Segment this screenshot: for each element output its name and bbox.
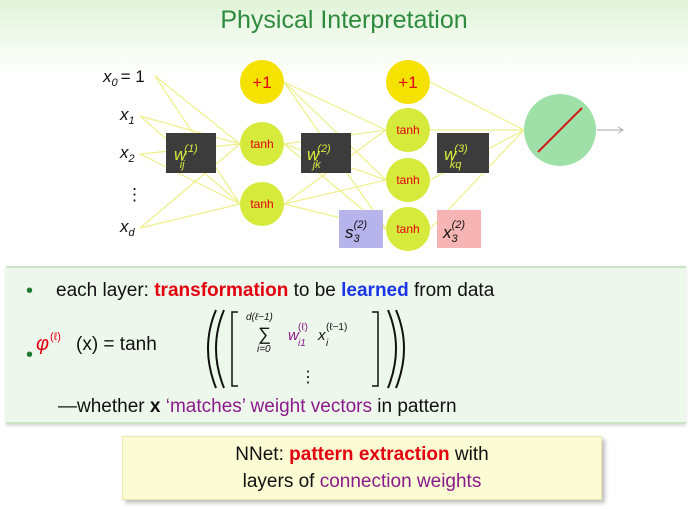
svg-text:i1: i1 bbox=[298, 338, 306, 349]
svg-text:x3(2): x3(2) bbox=[442, 219, 465, 245]
svg-text:d(ℓ−1): d(ℓ−1) bbox=[246, 312, 273, 323]
edge bbox=[139, 115, 241, 145]
input-x2: x2 bbox=[119, 143, 135, 165]
tanh-formula: φ (ℓ) (x) = tanh d(ℓ−1) ∑ i=0 w (ℓ) i1 x… bbox=[36, 309, 405, 389]
summary-line-2: layers of connection weights bbox=[242, 471, 482, 492]
output-node bbox=[524, 94, 596, 166]
weight-box-1: w(1) ij bbox=[166, 133, 216, 173]
svg-text:+1: +1 bbox=[398, 73, 417, 92]
hidden-node-1b: tanh bbox=[240, 182, 284, 226]
svg-text:w(3)kq: w(3) kq bbox=[444, 143, 468, 171]
edge bbox=[283, 81, 387, 181]
s-box: s3(2) bbox=[339, 210, 383, 248]
output-arrow bbox=[597, 126, 624, 134]
svg-text:s3(2): s3(2) bbox=[345, 219, 367, 245]
svg-text:(ℓ): (ℓ) bbox=[298, 322, 308, 333]
edge bbox=[139, 203, 241, 229]
input-xd: xd bbox=[119, 217, 136, 239]
svg-text:(ℓ): (ℓ) bbox=[50, 331, 61, 343]
svg-text:∑: ∑ bbox=[258, 324, 271, 344]
x-out-box: x3(2) bbox=[437, 210, 481, 248]
hidden-node-2c: tanh bbox=[386, 207, 430, 251]
hidden-node-2b: tanh bbox=[386, 158, 430, 202]
svg-text:(ℓ−1): (ℓ−1) bbox=[326, 322, 347, 333]
input-vdots: ⋮ bbox=[126, 185, 143, 204]
svg-text:(x) = tanh: (x) = tanh bbox=[76, 334, 157, 355]
input-x0: x0 = 1 bbox=[102, 67, 145, 89]
svg-text:⋮: ⋮ bbox=[300, 369, 316, 386]
weight-box-2: w(2) jk bbox=[301, 133, 351, 173]
edge bbox=[283, 179, 387, 205]
bias-node-1: +1 bbox=[240, 60, 284, 104]
bullet-dot: • bbox=[26, 344, 34, 366]
summary-box: NNet: pattern extraction with layers of … bbox=[122, 436, 602, 500]
weight-box-3: w(3) kq bbox=[437, 133, 489, 173]
svg-text:tanh: tanh bbox=[396, 123, 419, 137]
svg-text:φ: φ bbox=[36, 333, 49, 355]
svg-text:tanh: tanh bbox=[250, 197, 273, 211]
svg-text:tanh: tanh bbox=[250, 137, 273, 151]
hidden-node-2a: tanh bbox=[386, 108, 430, 152]
edge bbox=[139, 153, 241, 205]
explanation-panel: • each layer: transformation to be learn… bbox=[6, 266, 686, 424]
svg-text:x: x bbox=[317, 327, 326, 344]
edge bbox=[283, 81, 387, 131]
svg-text:i=0: i=0 bbox=[257, 344, 271, 355]
edge bbox=[139, 143, 241, 229]
edge bbox=[429, 81, 525, 131]
svg-text:w: w bbox=[288, 327, 300, 344]
bias-node-2: +1 bbox=[386, 60, 430, 104]
input-labels: x0 = 1 x1 x2 ⋮ xd bbox=[102, 67, 145, 239]
input-x1: x1 bbox=[119, 105, 135, 127]
edge bbox=[154, 75, 241, 145]
neural-network-diagram: x0 = 1 x1 x2 ⋮ xd w(1) ij w(2) jk w(3) kq s3… bbox=[102, 60, 624, 251]
svg-text:w(2)jk: w(2) jk bbox=[307, 143, 331, 171]
svg-text:w(1)ij: w(1) ij bbox=[174, 143, 198, 171]
summary-line-1: NNet: pattern extraction with bbox=[235, 444, 489, 465]
hidden-node-1a: tanh bbox=[240, 122, 284, 166]
svg-text:+1: +1 bbox=[252, 73, 271, 92]
pattern-matching-line: —whether x ‘matches’ weight vectors in p… bbox=[58, 396, 457, 417]
svg-text:tanh: tanh bbox=[396, 173, 419, 187]
bullet-dot: • bbox=[26, 280, 34, 302]
svg-text:i: i bbox=[326, 338, 329, 349]
page-title: Physical Interpretation bbox=[220, 6, 468, 34]
svg-text:tanh: tanh bbox=[396, 222, 419, 236]
